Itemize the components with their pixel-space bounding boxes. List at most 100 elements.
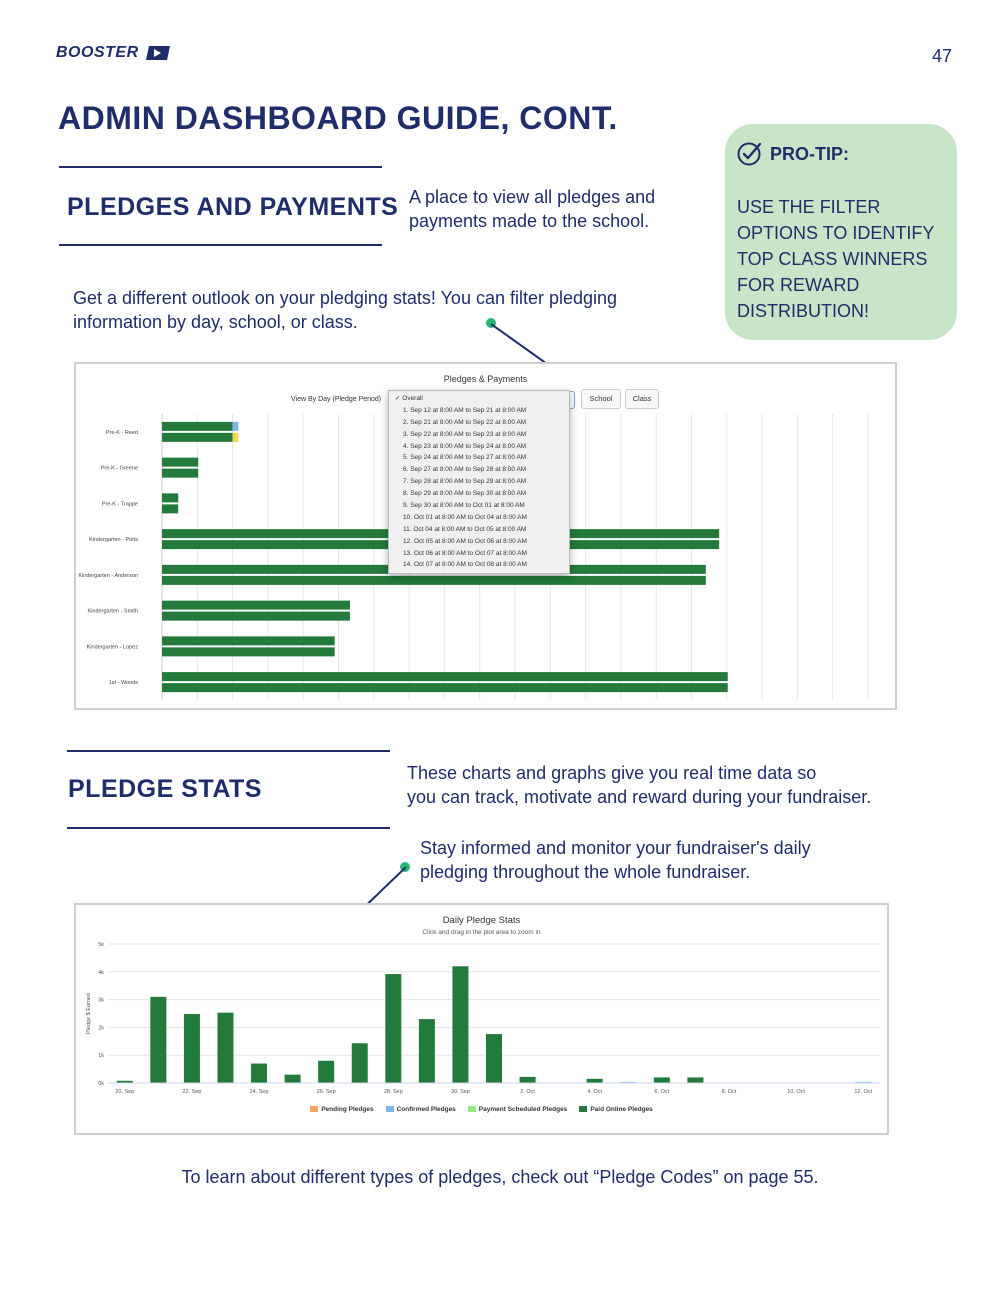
- daily-chart-subtitle: Click and drag in the plot area to zoom …: [422, 929, 541, 936]
- pledge-bar-extra: [232, 421, 239, 431]
- pledge-bar-paid: [162, 504, 179, 514]
- dropdown-option-overall[interactable]: ✓ Overall: [395, 395, 423, 402]
- y-tick-label: 3k: [98, 998, 104, 1004]
- section2-desc-line2: you can track, motivate and reward durin…: [407, 787, 872, 807]
- daily-bar[interactable]: [653, 1077, 670, 1083]
- daily-bar[interactable]: [116, 1080, 133, 1083]
- category-label: Pre-K - Greene: [101, 466, 138, 472]
- checkmark-icon: ✓: [395, 395, 403, 402]
- daily-chart-legend: Pending Pledges Confirmed Pledges Payment …: [76, 1106, 887, 1113]
- daily-bar[interactable]: [385, 974, 402, 1083]
- section1-description: A place to view all pledges and payments…: [409, 185, 709, 233]
- pledge-period-dropdown[interactable]: ✓ Overall 1. Sep 12 at 8:00 AM to Sep 21 …: [388, 390, 570, 574]
- pointer-dot-1: [486, 318, 496, 328]
- x-tick-label: 30. Sep: [451, 1089, 470, 1095]
- x-tick-label: 2. Oct: [520, 1089, 535, 1095]
- x-tick-label: 24. Sep: [250, 1089, 269, 1095]
- category-label: Pre-K - Reed: [106, 430, 138, 436]
- section1-heading: PLEDGES AND PAYMENTS: [67, 193, 399, 221]
- protip-line2: OPTIONS TO IDENTIFY: [737, 223, 935, 243]
- logo-text: BOOSTER: [56, 44, 139, 61]
- legend-swatch: [467, 1106, 476, 1113]
- daily-bar[interactable]: [452, 966, 469, 1083]
- y-tick-label: 2k: [98, 1025, 104, 1031]
- section1-rule-bottom: [59, 244, 382, 246]
- x-tick-label: 12. Oct: [854, 1089, 872, 1095]
- legend-swatch: [385, 1106, 394, 1113]
- dropdown-option-10[interactable]: 10. Oct 01 at 8:00 AM to Oct 04 at 8:00 …: [403, 513, 527, 521]
- pledge-bar-paid: [162, 468, 199, 478]
- daily-bar[interactable]: [217, 1012, 234, 1083]
- pledge-bar-pledged: [162, 636, 335, 646]
- protip-line1: USE THE FILTER: [737, 197, 881, 217]
- y-tick-label: 4k: [98, 970, 104, 976]
- daily-bar[interactable]: [519, 1076, 536, 1083]
- category-label: 1st - Woods: [109, 680, 138, 686]
- x-tick-label: 20. Sep: [115, 1089, 134, 1095]
- dropdown-option-14[interactable]: 14. Oct 07 at 8:00 AM to Oct 08 at 8:00 …: [403, 561, 527, 569]
- pledge-bar-pledged: [162, 457, 199, 467]
- daily-bar[interactable]: [418, 1019, 435, 1083]
- section2-note-line2: pledging throughout the whole fundraiser…: [420, 862, 751, 882]
- dropdown-option-3[interactable]: 3. Sep 22 at 8:00 AM to Sep 23 at 8:00 A…: [403, 430, 527, 438]
- daily-chart-title: Daily Pledge Stats: [442, 915, 521, 926]
- legend-item[interactable]: Confirmed Pledges: [385, 1106, 456, 1113]
- x-tick-label: 6. Oct: [654, 1089, 669, 1095]
- daily-bar[interactable]: [486, 1034, 502, 1083]
- daily-bar[interactable]: [251, 1063, 268, 1083]
- dropdown-option-7[interactable]: 7. Sep 28 at 8:00 AM to Sep 29 at 8:00 A…: [403, 478, 527, 486]
- page-number: 47: [931, 46, 952, 66]
- section2-desc-line1: These charts and graphs give you real ti…: [407, 763, 817, 783]
- footer-note: To learn about different types of pledge…: [181, 1167, 819, 1187]
- daily-bar[interactable]: [284, 1074, 301, 1083]
- x-tick-label: 4. Oct: [587, 1089, 602, 1095]
- daily-bar[interactable]: [150, 996, 167, 1083]
- section2-note-line1: Stay informed and monitor your fundraise…: [420, 838, 811, 858]
- school-button[interactable]: School: [581, 389, 621, 409]
- check-circle-icon: [737, 142, 762, 166]
- booster-logo: BOOSTER: [56, 44, 170, 62]
- daily-pledge-stats-panel: Daily Pledge Stats Click and drag in the…: [74, 903, 889, 1135]
- dropdown-option-11[interactable]: 11. Oct 04 at 8:00 AM to Oct 05 at 8:00 …: [403, 525, 527, 533]
- daily-bar[interactable]: [855, 1081, 872, 1084]
- y-tick-label: 1k: [98, 1053, 104, 1059]
- legend-item[interactable]: Paid Online Pledges: [579, 1106, 653, 1113]
- dropdown-option-13[interactable]: 13. Oct 06 at 8:00 AM to Oct 07 at 8:00 …: [403, 549, 527, 557]
- section1-desc-line1: A place to view all pledges and: [409, 187, 656, 207]
- dropdown-option-5[interactable]: 5. Sep 24 at 8:00 AM to Sep 27 at 8:00 A…: [403, 454, 527, 462]
- dropdown-option-9[interactable]: 9. Sep 30 at 8:00 AM to Oct 01 at 8:00 A…: [403, 502, 525, 510]
- daily-bar[interactable]: [318, 1060, 335, 1083]
- category-label: Kindergarten - Lopez: [87, 644, 139, 650]
- dropdown-option-2[interactable]: 2. Sep 21 at 8:00 AM to Sep 22 at 8:00 A…: [403, 418, 527, 426]
- x-tick-label: 28. Sep: [384, 1089, 403, 1095]
- daily-bar[interactable]: [687, 1077, 704, 1083]
- pledge-bar-pledged: [162, 672, 728, 682]
- protip-box: [725, 124, 957, 340]
- x-tick-label: 22. Sep: [182, 1089, 201, 1095]
- dropdown-option-6[interactable]: 6. Sep 27 at 8:00 AM to Sep 28 at 8:00 A…: [403, 466, 527, 474]
- dropdown-option-8[interactable]: 8. Sep 29 at 8:00 AM to Sep 30 at 8:00 A…: [403, 490, 527, 498]
- legend-swatch: [579, 1106, 588, 1113]
- pledge-bar-paid: [162, 432, 233, 442]
- daily-bar[interactable]: [620, 1081, 637, 1084]
- legend-item[interactable]: Payment Scheduled Pledges: [467, 1106, 567, 1113]
- daily-bar[interactable]: [351, 1043, 368, 1083]
- section2-description: These charts and graphs give you real ti…: [407, 761, 987, 809]
- legend-item[interactable]: Pending Pledges: [310, 1106, 374, 1113]
- pledge-bar-extra: [232, 432, 239, 442]
- protip-title: PRO-TIP:: [770, 143, 849, 164]
- protip-body: USE THE FILTER OPTIONS TO IDENTIFY TOP C…: [737, 194, 947, 324]
- section1-desc-line2: payments made to the school.: [409, 211, 650, 231]
- logo-mark-icon: [145, 45, 170, 60]
- dropdown-option-1[interactable]: 1. Sep 12 at 8:00 AM to Sep 21 at 8:00 A…: [403, 406, 527, 414]
- pledge-bar-pledged: [162, 421, 233, 431]
- legend-swatch: [310, 1106, 319, 1113]
- daily-bar[interactable]: [586, 1078, 603, 1083]
- dropdown-option-12[interactable]: 12. Oct 05 at 8:00 AM to Oct 06 at 8:00 …: [403, 537, 527, 545]
- dropdown-option-4[interactable]: 4. Sep 23 at 8:00 AM to Sep 24 at 8:00 A…: [403, 442, 527, 450]
- pledges-panel-title: Pledges & Payments: [443, 374, 528, 384]
- daily-bar[interactable]: [183, 1014, 200, 1083]
- category-label: Kindergarten - Potts: [89, 537, 138, 543]
- class-button[interactable]: Class: [625, 389, 659, 409]
- daily-pledge-bar-chart[interactable]: 0k 1k 2k 3k 4k 5k Pledge $ Earned 20. Sep 22. Se…: [76, 905, 887, 1133]
